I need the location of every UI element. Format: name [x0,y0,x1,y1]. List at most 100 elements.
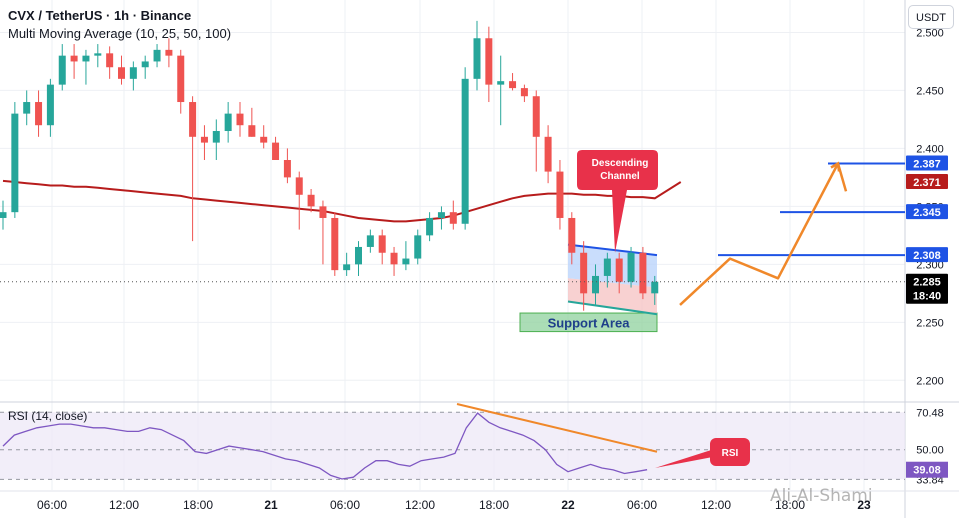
candle [23,102,31,114]
candle [520,88,528,97]
candles-layer [0,20,659,311]
candle [272,142,280,160]
candle [343,264,351,271]
channel-upper-fill [568,244,657,288]
candle [141,61,149,68]
rsi-current-label: 39.08 [913,465,941,477]
time-tick: 06:00 [330,498,360,512]
candle [46,84,54,126]
price-tick: 2.450 [916,85,944,97]
indicator-title[interactable]: Multi Moving Average (10, 25, 50, 100) [8,26,232,41]
candle [390,252,398,265]
price-marker-label: 2.371 [913,177,941,189]
candle [35,102,43,126]
candle [118,67,125,79]
candle [236,113,244,126]
rsi-tick: 50.00 [916,445,944,457]
candle [378,235,386,253]
annotation-layer: Support Area [519,243,658,333]
candle [11,113,19,213]
price-marker [906,155,948,171]
time-tick: 18:00 [183,498,213,512]
time-tick: 06:00 [627,498,657,512]
rsi-tick-bg [906,442,948,457]
candle [544,136,552,172]
candle [319,206,327,218]
candle [639,252,647,294]
candle [532,96,540,137]
rsi-callout [710,438,750,466]
support-area-box [519,312,658,333]
candle [0,212,7,218]
rsi-current-marker [906,461,948,478]
candle [461,78,469,224]
candle [556,171,564,218]
candle [212,131,220,143]
candle [497,81,505,85]
rsi-title[interactable]: RSI (14, close) [8,409,88,423]
time-tick: 21 [264,498,278,512]
price-tick: 2.250 [916,317,944,329]
rsi-layer: RSI [0,403,905,480]
price-marker [906,174,948,190]
candle [260,136,268,143]
candle [295,177,303,195]
price-marker [906,204,948,220]
price-marker-label: 2.285 [913,277,941,289]
candle [414,235,422,259]
candle [153,49,161,62]
rsi-tick-bg [906,405,948,420]
candle [580,252,588,294]
candle [200,136,208,143]
candle [592,275,599,294]
time-tick: 12:00 [109,498,139,512]
candle [224,113,232,132]
currency-button[interactable]: USDT [908,5,954,29]
candle [651,281,659,294]
price-marker-label: 2.387 [913,158,941,170]
candle [177,55,185,103]
price-marker [906,247,948,263]
channel-lower-fill [568,278,657,315]
descending-channel-callout [577,150,658,253]
candle [568,217,576,253]
rsi-callout-tail [655,449,712,469]
candle [402,258,410,265]
candle [437,212,445,218]
rsi-tick: 70.48 [916,407,944,419]
candle [331,217,339,271]
rsi-divergence-line [456,403,658,453]
support-area-label: Support Area [548,315,631,330]
time-axis: 06:00 12:00 18:00 21 06:00 12:00 18:00 22 06:00 1… [0,490,959,512]
candle [248,125,256,137]
candle [603,258,611,276]
price-tick: 2.400 [916,143,944,155]
candle [473,38,481,79]
price-axis: 2.5002.4502.4002.3502.3002.2502.2002.387… [906,27,948,487]
rsi-band [0,412,905,480]
time-tick: 06:00 [37,498,67,512]
candle [426,217,434,236]
price-marker [906,273,948,304]
time-tick: 12:00 [701,498,731,512]
time-tick: 12:00 [405,498,435,512]
projection-path [679,162,848,306]
price-tick: 2.200 [916,375,944,387]
countdown-label: 18:40 [913,291,941,303]
candle [307,194,315,207]
rsi-line [2,412,648,480]
time-tick: 23 [857,498,871,512]
callout-text-line1: Descending [592,158,649,169]
symbol-label: CVX / TetherUS · 1h · Binance [8,8,192,23]
candle [129,67,137,79]
candle [58,55,66,85]
time-tick: 22 [561,498,575,512]
channel-lower-line [567,300,658,316]
candle [189,102,197,137]
candle [509,81,517,89]
candle [82,55,90,62]
candle [94,53,102,56]
candle [366,235,374,247]
